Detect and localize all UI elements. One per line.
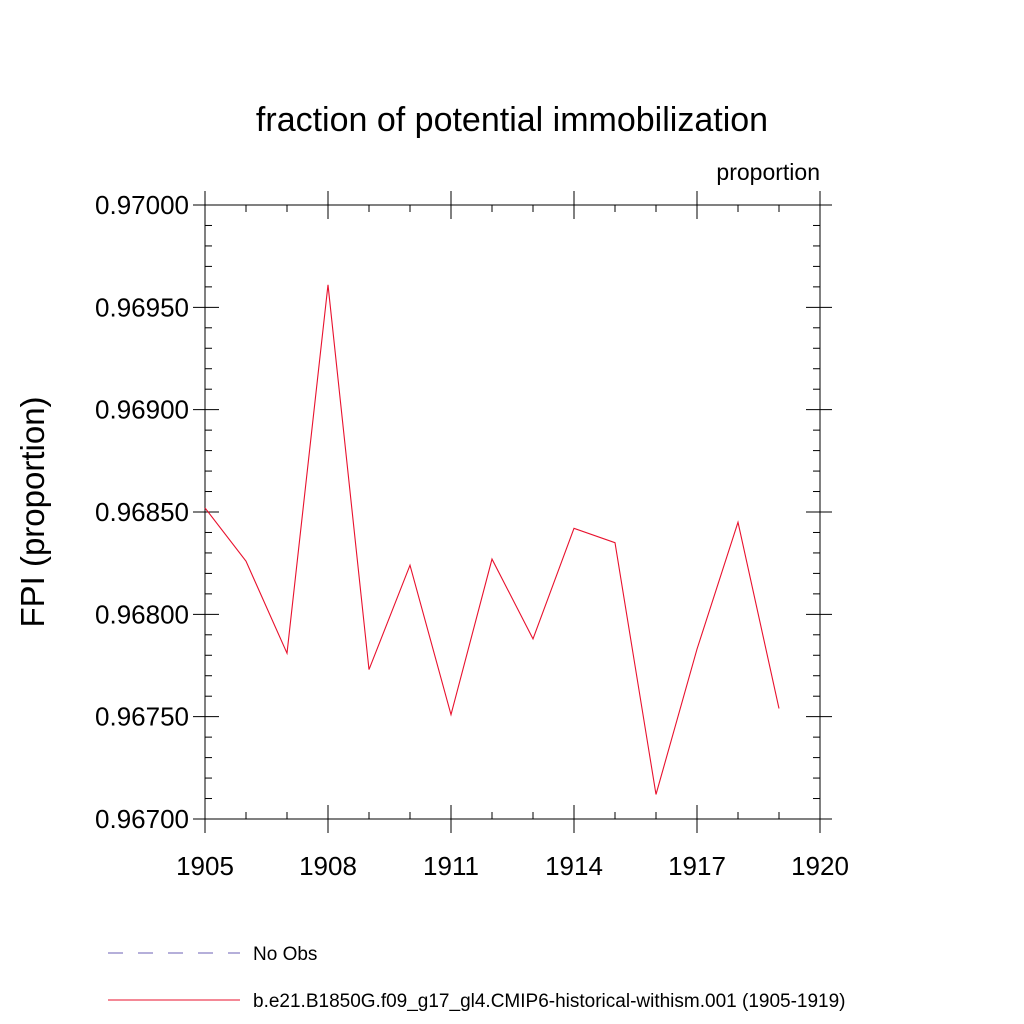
y-tick-label: 0.96700 — [95, 804, 189, 834]
x-tick-label: 1917 — [668, 851, 726, 881]
y-tick-label: 0.96800 — [95, 599, 189, 629]
y-tick-label: 0.96750 — [95, 702, 189, 732]
x-tick-label: 1905 — [176, 851, 234, 881]
legend: No Obs b.e21.B1850G.f09_g17_gl4.CMIP6-his… — [108, 944, 846, 1012]
x-tick-label: 1911 — [423, 851, 479, 881]
series-layer — [204, 284, 780, 795]
chart-title: fraction of potential immobilization — [256, 101, 768, 139]
y-tick-label: 0.97000 — [95, 190, 189, 220]
y-tick-label: 0.96950 — [95, 292, 189, 322]
axis-ticks — [193, 191, 832, 833]
legend-label-0: No Obs — [253, 944, 317, 965]
series-line-0 — [204, 284, 780, 795]
legend-label-1: b.e21.B1850G.f09_g17_gl4.CMIP6-historica… — [253, 991, 846, 1012]
x-tick-label: 1920 — [791, 851, 849, 881]
x-tick-label: 1908 — [299, 851, 357, 881]
y-tick-label: 0.96900 — [95, 395, 189, 425]
x-tick-label: 1914 — [545, 851, 603, 881]
plot-frame — [204, 204, 821, 820]
y-tick-label: 0.96850 — [95, 497, 189, 527]
tick-labels: 1905 1908 1911 1914 1917 1920 0.96700 0.96750 0.… — [95, 190, 849, 881]
y-axis-label: FPI (proportion) — [14, 396, 51, 627]
chart-subtitle-right: proportion — [716, 159, 820, 185]
